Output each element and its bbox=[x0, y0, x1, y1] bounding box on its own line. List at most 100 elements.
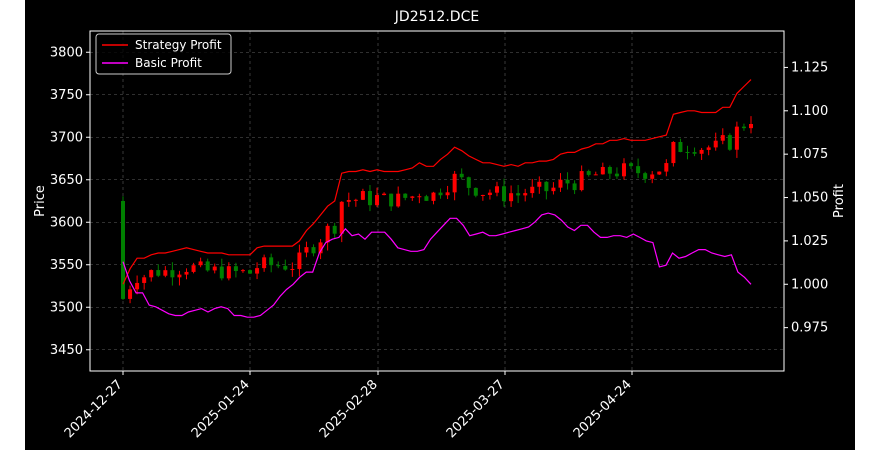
candle-body bbox=[452, 173, 457, 193]
candle-body bbox=[325, 225, 330, 243]
candle-body bbox=[233, 266, 238, 271]
candle-body bbox=[671, 142, 676, 164]
chart-background bbox=[25, 0, 855, 450]
candle-body bbox=[367, 191, 372, 206]
candle-body bbox=[459, 173, 464, 178]
candle-body bbox=[248, 270, 253, 274]
candle-body bbox=[509, 193, 514, 202]
candle-body bbox=[198, 261, 203, 266]
candle-body bbox=[614, 173, 619, 177]
candle-body bbox=[650, 174, 655, 179]
candle-body bbox=[692, 152, 697, 154]
y2-tick-label: 1.100 bbox=[791, 104, 828, 119]
candle-body bbox=[431, 192, 436, 201]
candle-body bbox=[177, 274, 182, 278]
candle-body bbox=[212, 266, 217, 271]
candle-body bbox=[410, 196, 415, 198]
candle-body bbox=[664, 163, 669, 172]
candle-body bbox=[360, 191, 365, 200]
y-tick-label: 3500 bbox=[50, 300, 83, 315]
candle-body bbox=[713, 140, 718, 148]
candle-body bbox=[480, 194, 485, 196]
candle-body bbox=[226, 266, 231, 279]
candle-body bbox=[304, 247, 309, 253]
y-tick-label: 3450 bbox=[50, 343, 83, 358]
x-axis-ticks: 2024-12-27 2025-01-24 2025-02-28 2025-03-27… bbox=[62, 371, 635, 441]
candle-body bbox=[565, 179, 570, 184]
y2-tick-label: 1.000 bbox=[791, 277, 828, 292]
candle-body bbox=[290, 268, 295, 270]
y2-tick-label: 1.075 bbox=[791, 147, 828, 162]
candle-body bbox=[749, 124, 753, 129]
right-axis-ticks: 0.975 1.000 1.025 1.050 1.075 1.100 1.125 bbox=[784, 60, 828, 336]
candle-body bbox=[346, 200, 351, 202]
candle-body bbox=[600, 167, 605, 175]
y-tick-label: 3800 bbox=[50, 45, 83, 60]
candle-body bbox=[262, 257, 267, 269]
y2-tick-label: 1.050 bbox=[791, 191, 828, 206]
series-line-strategy bbox=[122, 79, 752, 285]
candle-body bbox=[523, 193, 528, 196]
candle-body bbox=[699, 149, 704, 154]
candle-body bbox=[502, 186, 507, 202]
candle-body bbox=[657, 171, 662, 175]
candle-body bbox=[332, 225, 337, 234]
candle-body bbox=[170, 270, 175, 278]
legend-label-strategy: Strategy Profit bbox=[135, 38, 222, 52]
candle-body bbox=[551, 187, 556, 192]
candle-body bbox=[128, 289, 133, 299]
candle-body bbox=[706, 147, 711, 150]
candle-body bbox=[339, 201, 344, 234]
candle-body bbox=[579, 171, 584, 191]
candle-body bbox=[607, 167, 612, 174]
candle-body bbox=[297, 252, 302, 269]
x-tick-label: 2025-01-24 bbox=[189, 377, 253, 441]
candle-body bbox=[403, 193, 408, 198]
candle-body bbox=[558, 179, 563, 188]
legend: Strategy Profit Basic Profit bbox=[95, 33, 232, 75]
candle-body bbox=[734, 126, 739, 150]
y2-tick-label: 1.025 bbox=[791, 234, 828, 249]
candle-body bbox=[473, 187, 478, 196]
plot-frame bbox=[89, 30, 785, 372]
y-tick-label: 3750 bbox=[50, 88, 83, 103]
candle-body bbox=[727, 135, 732, 150]
x-tick-label: 2025-03-27 bbox=[444, 377, 508, 441]
x-tick-label: 2025-04-24 bbox=[571, 377, 635, 441]
y2-axis-label: Profit bbox=[832, 184, 847, 218]
candle-body bbox=[494, 186, 499, 193]
candle-body bbox=[318, 242, 323, 254]
y-tick-label: 3650 bbox=[50, 173, 83, 188]
candle-body bbox=[636, 166, 641, 174]
candle-body bbox=[466, 177, 471, 188]
candle-body bbox=[255, 268, 260, 274]
candle-body bbox=[417, 196, 422, 198]
candle-body bbox=[396, 193, 401, 207]
x-tick-label: 2024-12-27 bbox=[62, 377, 126, 441]
profit-lines bbox=[122, 79, 752, 318]
y2-tick-label: 0.975 bbox=[791, 321, 828, 336]
chart-title: JD2512.DCE bbox=[394, 9, 479, 25]
candle-body bbox=[191, 265, 196, 272]
y-axis-label: Price bbox=[33, 185, 48, 217]
candle-body bbox=[741, 126, 746, 129]
candle-body bbox=[353, 199, 358, 201]
candle-body bbox=[586, 171, 591, 175]
y-tick-label: 3600 bbox=[50, 215, 83, 230]
candles bbox=[121, 116, 753, 304]
candle-body bbox=[149, 270, 154, 278]
candle-body bbox=[685, 151, 690, 153]
legend-label-basic: Basic Profit bbox=[135, 56, 202, 70]
candle-body bbox=[643, 173, 648, 179]
candle-body bbox=[537, 181, 542, 187]
legend-box bbox=[95, 33, 232, 75]
candle-body bbox=[382, 193, 387, 196]
y2-tick-label: 1.125 bbox=[791, 60, 828, 75]
candle-body bbox=[629, 163, 634, 167]
candle-body bbox=[593, 174, 598, 176]
y-tick-label: 3550 bbox=[50, 258, 83, 273]
candle-body bbox=[389, 193, 394, 207]
candle-body bbox=[283, 265, 288, 270]
candle-body bbox=[445, 192, 450, 196]
